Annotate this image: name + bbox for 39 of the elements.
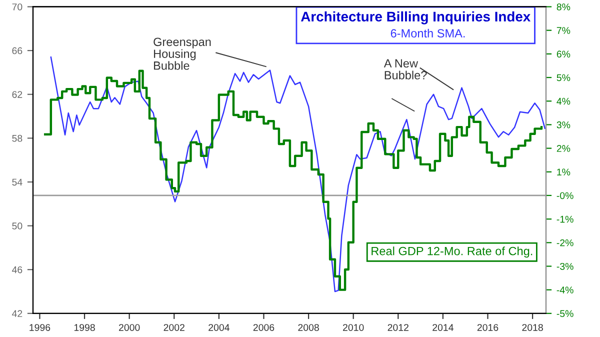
x-tick-label: 2010 [343,324,364,331]
y2-tick-label: 6% [556,50,570,58]
y2-tick-label: -4% [556,286,574,294]
y-tick-label: 46 [12,266,22,274]
x-tick-label: 2016 [477,324,498,331]
y-tick-label: 70 [12,3,22,10]
y2-tick-label: 2% [556,145,570,152]
y-tick-label: 42 [12,310,22,317]
y-tick-label: 50 [12,222,22,230]
y2-tick-label: 4% [556,98,570,105]
x-tick-label: 1996 [30,324,50,331]
chart-title: Architecture Billing Inquiries Index [300,11,531,24]
annotation: Greenspan Housing Bubble [154,38,211,70]
y2-tick-label: 7% [556,27,570,34]
x-tick-label: 2002 [164,324,184,331]
y-tick-label: 54 [12,178,22,186]
y2-tick-label: -0% [556,192,574,200]
annotation: A New Bubble? [384,59,427,80]
y2-tick-label: -3% [556,262,574,270]
y-tick-label: 66 [12,47,22,54]
y2-tick-label: 3% [556,121,570,128]
y2-tick-label: 5% [556,74,570,82]
x-tick-label: 2006 [253,324,274,331]
text: 6-Month SMA. [390,28,465,38]
x-tick-label: 2018 [522,324,543,331]
x-tick-label: 1998 [74,324,95,331]
y2-tick-label: 8% [556,3,570,10]
y2-tick-label: -5% [556,310,574,318]
x-tick-label: 2012 [388,324,408,331]
x-tick-label: 2014 [432,324,454,331]
x-tick-label: 2004 [208,324,230,331]
y2-tick-label: -1% [556,216,574,223]
y-tick-label: 58 [12,134,22,142]
y2-tick-label: 1% [557,168,570,176]
x-tick-label: 2008 [298,324,319,331]
x-tick-label: 2000 [119,324,140,331]
y-tick-label: 62 [12,91,22,98]
y2-tick-label: -2% [556,239,574,246]
series-label: Real GDP 12-Mo. Rate of Chg. [372,246,532,258]
